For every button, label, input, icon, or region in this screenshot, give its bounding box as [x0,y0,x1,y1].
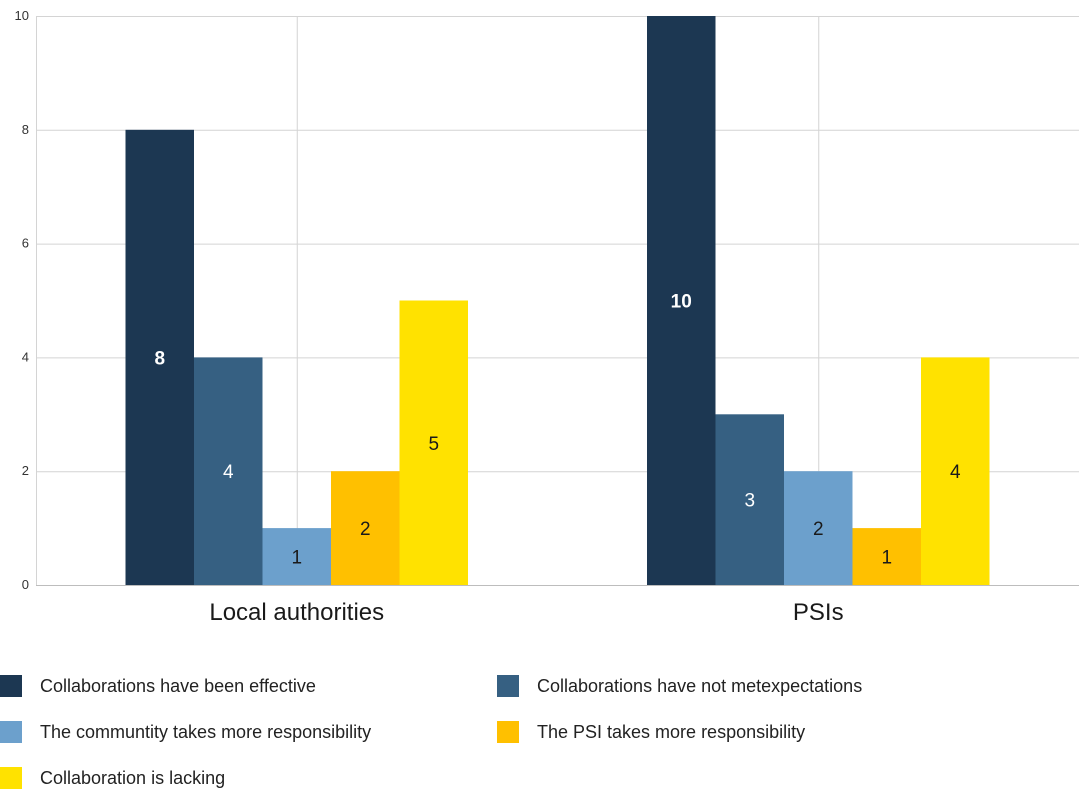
bar-chart: 0 2 4 6 8 10 8 4 1 2 5 Local authorities 10 3 2 1 4 PSIs [0,0,1079,660]
data-label: 5 [428,434,439,455]
legend-label: Collaborations have been effective [40,676,316,697]
y-tick-label: 2 [22,463,29,478]
legend-label: The communtity takes more responsibility [40,722,371,743]
y-tick-label: 6 [22,236,29,251]
legend-item: The PSI takes more responsibility [497,714,805,750]
data-label: 4 [223,462,234,483]
legend-swatch [497,721,519,743]
y-tick-label: 4 [22,349,29,364]
y-tick-label: 0 [22,577,29,592]
legend-item: Collaborations have been effective [0,668,316,704]
legend-swatch [0,721,22,743]
x-category-label: PSIs [793,599,844,626]
data-label: 10 [671,292,692,313]
legend-swatch [0,767,22,789]
chart-legend: Collaborations have been effective Collab… [0,668,1079,792]
data-label: 1 [881,548,892,569]
legend-label: The PSI takes more responsibility [537,722,805,743]
legend-swatch [497,675,519,697]
data-label: 8 [154,348,165,369]
data-label: 2 [360,519,371,540]
data-label: 3 [744,491,755,512]
legend-swatch [0,675,22,697]
legend-item: Collaboration is lacking [0,760,225,796]
legend-label: Collaborations have not metexpectations [537,676,862,697]
data-label: 4 [950,462,961,483]
x-category-label: Local authorities [209,599,384,626]
y-tick-label: 8 [22,122,29,137]
y-tick-label: 10 [15,8,29,23]
legend-item: Collaborations have not metexpectations [497,668,862,704]
data-label: 2 [813,519,824,540]
legend-label: Collaboration is lacking [40,768,225,789]
data-label: 1 [291,548,302,569]
legend-item: The communtity takes more responsibility [0,714,371,750]
